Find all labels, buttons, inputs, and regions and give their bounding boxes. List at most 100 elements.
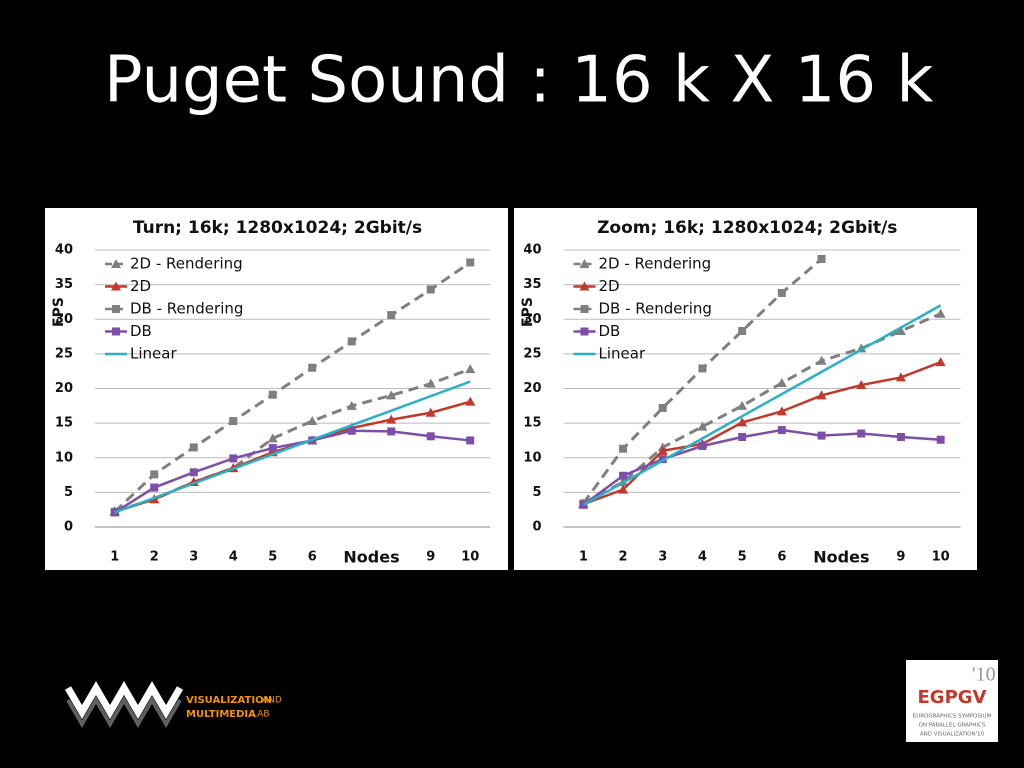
series-line bbox=[114, 367, 471, 513]
legend-marker bbox=[579, 259, 590, 268]
chart-title: Turn; 16k; 1280x1024; 2Gbit/s bbox=[133, 218, 422, 238]
marker bbox=[268, 390, 277, 399]
legend-label: 2D bbox=[599, 277, 620, 295]
logo-text: AND bbox=[262, 696, 282, 706]
logo-sub: EUROGRAPHICS SYMPOSIUM bbox=[913, 714, 992, 720]
marker bbox=[737, 417, 748, 427]
marker bbox=[738, 327, 747, 336]
logo-sub: AND VISUALIZATION'10 bbox=[920, 732, 985, 738]
marker bbox=[308, 363, 317, 372]
marker bbox=[347, 337, 356, 346]
x-axis-label: Nodes bbox=[343, 548, 399, 567]
y-tick-label: 20 bbox=[523, 381, 541, 396]
legend-label: DB bbox=[130, 322, 152, 340]
marker bbox=[816, 390, 827, 400]
marker bbox=[267, 433, 278, 443]
marker bbox=[817, 255, 826, 264]
marker bbox=[777, 288, 786, 297]
marker bbox=[150, 483, 159, 492]
logo-year: '10 bbox=[972, 664, 996, 686]
marker bbox=[776, 377, 787, 387]
logo-text: EGPGV bbox=[918, 687, 987, 708]
marker bbox=[896, 432, 905, 441]
y-tick-label: 5 bbox=[64, 485, 73, 500]
x-tick-label: 3 bbox=[658, 550, 667, 565]
logo-box bbox=[906, 660, 998, 742]
x-tick-label: 9 bbox=[426, 550, 435, 565]
y-tick-label: 10 bbox=[55, 450, 73, 465]
marker bbox=[387, 311, 396, 320]
x-tick-label: 1 bbox=[110, 550, 119, 565]
series-line bbox=[114, 429, 471, 514]
y-tick-label: 35 bbox=[523, 277, 541, 292]
marker bbox=[935, 357, 946, 367]
logo-text: MULTIMEDIA bbox=[186, 709, 256, 720]
x-tick-label: 2 bbox=[619, 550, 628, 565]
legend-label: DB - Rendering bbox=[130, 300, 243, 318]
marker bbox=[386, 414, 397, 424]
marker bbox=[776, 406, 787, 416]
y-tick-label: 30 bbox=[523, 312, 541, 327]
x-tick-label: 6 bbox=[777, 550, 786, 565]
marker bbox=[465, 364, 476, 374]
logo-shape bbox=[64, 681, 184, 719]
series-line bbox=[114, 380, 471, 514]
marker bbox=[426, 285, 435, 294]
y-tick-label: 25 bbox=[523, 346, 541, 361]
x-tick-label: 2 bbox=[150, 550, 159, 565]
x-tick-label: 4 bbox=[698, 550, 707, 565]
y-axis-label: FPS bbox=[51, 297, 67, 327]
marker bbox=[895, 372, 906, 382]
marker bbox=[150, 470, 159, 479]
legend-label: DB bbox=[599, 322, 621, 340]
y-tick-label: 10 bbox=[523, 450, 541, 465]
x-tick-label: 10 bbox=[461, 550, 479, 565]
y-tick-label: 0 bbox=[64, 520, 73, 535]
y-tick-label: 20 bbox=[55, 381, 73, 396]
x-tick-label: 10 bbox=[932, 550, 950, 565]
legend-marker bbox=[112, 305, 120, 313]
marker bbox=[856, 380, 867, 390]
slide-title: Puget Sound : 16 k X 16 k bbox=[104, 44, 933, 118]
x-tick-label: 3 bbox=[189, 550, 198, 565]
x-tick-label: 6 bbox=[308, 550, 317, 565]
marker bbox=[738, 432, 747, 441]
chart: Turn; 16k; 1280x1024; 2Gbit/s05101520253… bbox=[45, 208, 508, 570]
legend-marker bbox=[579, 281, 590, 291]
marker bbox=[777, 426, 786, 435]
legend-label: 2D - Rendering bbox=[599, 255, 712, 273]
legend-label: 2D - Rendering bbox=[130, 255, 243, 273]
y-tick-label: 0 bbox=[532, 520, 541, 535]
logo-text: LAB bbox=[252, 710, 270, 720]
legend-marker bbox=[112, 327, 120, 336]
marker bbox=[386, 390, 397, 400]
marker bbox=[698, 364, 707, 373]
egpgv-logo: '10 EGPGV EUROGRAPHICS SYMPOSIUM ON PARA… bbox=[906, 660, 998, 742]
logo-text: VISUALIZATION bbox=[186, 695, 272, 706]
legend-label: DB - Rendering bbox=[599, 300, 712, 318]
marker bbox=[346, 400, 357, 410]
marker bbox=[857, 429, 866, 438]
x-tick-label: 5 bbox=[268, 550, 277, 565]
marker bbox=[229, 454, 238, 463]
marker bbox=[737, 400, 748, 410]
y-tick-label: 15 bbox=[55, 416, 73, 431]
legend-marker bbox=[111, 281, 121, 291]
marker bbox=[465, 396, 476, 406]
marker bbox=[935, 308, 946, 318]
chart-title: Zoom; 16k; 1280x1024; 2Gbit/s bbox=[597, 218, 897, 238]
x-tick-label: 9 bbox=[896, 550, 905, 565]
marker bbox=[426, 432, 435, 441]
marker bbox=[189, 443, 198, 452]
y-tick-label: 30 bbox=[55, 312, 73, 327]
legend-label: 2D bbox=[130, 277, 151, 295]
marker bbox=[387, 427, 396, 436]
legend-marker bbox=[580, 327, 589, 336]
legend-marker bbox=[111, 259, 121, 268]
marker bbox=[229, 417, 238, 426]
legend-marker bbox=[580, 305, 589, 313]
marker bbox=[466, 436, 475, 445]
logo-shape bbox=[66, 696, 182, 728]
